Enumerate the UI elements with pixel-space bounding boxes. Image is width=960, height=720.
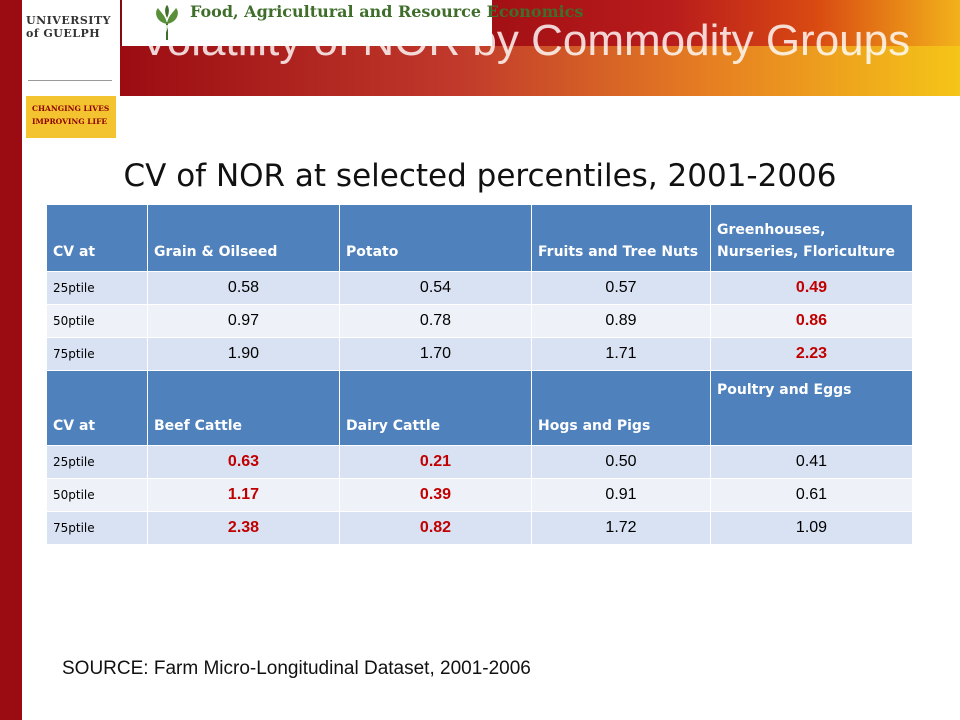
table-cell: 0.78 (339, 304, 532, 338)
left-accent-bar (0, 0, 22, 720)
table-row: 50ptile 1.17 0.39 0.91 0.61 (46, 478, 913, 512)
row-label: 50ptile (46, 304, 148, 338)
column-header: Greenhouses, Nurseries, Floriculture (710, 204, 913, 272)
table-title: CV of NOR at selected percentiles, 2001-… (123, 158, 837, 194)
table-cell: 1.70 (339, 337, 532, 371)
table-cell-highlight: 0.49 (710, 271, 913, 305)
table-header-row: CV at Grain & Oilseed Potato Fruits and … (46, 204, 913, 272)
row-label: 50ptile (46, 478, 148, 512)
table-row: 50ptile 0.97 0.78 0.89 0.86 (46, 304, 913, 338)
table-cell: 0.61 (710, 478, 913, 512)
table-row: 75ptile 2.38 0.82 1.72 1.09 (46, 511, 913, 545)
column-header: Dairy Cattle (339, 370, 532, 446)
table-cell: 1.72 (531, 511, 711, 545)
column-header: Poultry and Eggs (710, 370, 913, 446)
source-note: SOURCE: Farm Micro-Longitudinal Dataset,… (62, 658, 531, 679)
table-cell: 0.91 (531, 478, 711, 512)
table-cell-highlight: 0.63 (147, 445, 340, 479)
logo-divider (28, 80, 112, 81)
table-cell: 0.57 (531, 271, 711, 305)
table-cell-highlight: 0.86 (710, 304, 913, 338)
row-label: 75ptile (46, 511, 148, 545)
table-row: 25ptile 0.63 0.21 0.50 0.41 (46, 445, 913, 479)
row-label: 25ptile (46, 271, 148, 305)
table-row: 75ptile 1.90 1.70 1.71 2.23 (46, 337, 913, 371)
leaf-emblem-icon (156, 5, 178, 40)
table-cell: 0.97 (147, 304, 340, 338)
table-cell: 1.09 (710, 511, 913, 545)
table-row: 25ptile 0.58 0.54 0.57 0.49 (46, 271, 913, 305)
row-label: 75ptile (46, 337, 148, 371)
department-name: Food, Agricultural and Resource Economic… (190, 2, 584, 21)
table-cell: 1.71 (531, 337, 711, 371)
table-cell-highlight: 0.39 (339, 478, 532, 512)
university-tagline: CHANGING LIVES IMPROVING LIFE (32, 104, 110, 126)
department-banner (122, 0, 492, 46)
university-name: UNIVERSITY of GUELPH (26, 14, 111, 40)
column-header: CV at (46, 204, 148, 272)
table-cell-highlight: 2.38 (147, 511, 340, 545)
row-label: 25ptile (46, 445, 148, 479)
table-cell-highlight: 2.23 (710, 337, 913, 371)
column-header: Fruits and Tree Nuts (531, 204, 711, 272)
table-cell: 0.89 (531, 304, 711, 338)
table-cell: 1.90 (147, 337, 340, 371)
column-header: Grain & Oilseed (147, 204, 340, 272)
slide-title: Volatility of NOR by Commodity Groups (139, 16, 911, 65)
table-cell-highlight: 0.21 (339, 445, 532, 479)
table-cell-highlight: 1.17 (147, 478, 340, 512)
university-tagline-box: CHANGING LIVES IMPROVING LIFE (26, 96, 116, 138)
cv-table: CV at Grain & Oilseed Potato Fruits and … (46, 204, 913, 545)
table-header-row: CV at Beef Cattle Dairy Cattle Hogs and … (46, 370, 913, 446)
column-header: Potato (339, 204, 532, 272)
table-cell: 0.41 (710, 445, 913, 479)
column-header: Hogs and Pigs (531, 370, 711, 446)
table-cell: 0.58 (147, 271, 340, 305)
header-banner-gradient (120, 46, 960, 96)
column-header: Beef Cattle (147, 370, 340, 446)
table-cell: 0.54 (339, 271, 532, 305)
table-cell: 0.50 (531, 445, 711, 479)
table-cell-highlight: 0.82 (339, 511, 532, 545)
column-header: CV at (46, 370, 148, 446)
